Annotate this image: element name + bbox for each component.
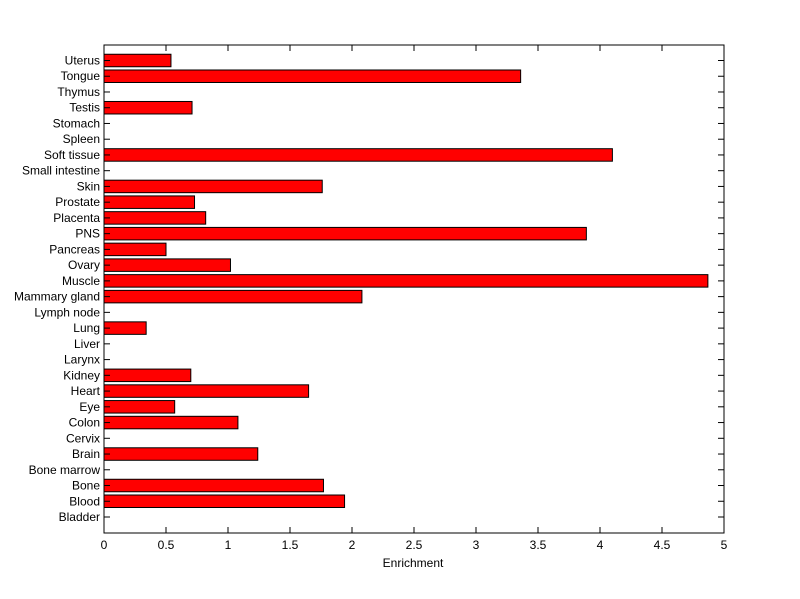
bar-heart <box>103 384 310 398</box>
bar-pancreas <box>103 242 167 257</box>
y-tick-label: Pancreas <box>49 242 100 256</box>
y-tick-label: Blood <box>69 494 100 508</box>
x-tick-label: 4 <box>597 538 604 552</box>
bar-eye <box>103 400 176 414</box>
bar-ovary <box>103 258 231 272</box>
bar-kidney <box>103 368 192 383</box>
bar-placenta <box>103 211 207 225</box>
x-tick-labels: 0 0.5 1 1.5 2 2.5 3 3.5 4 4.5 5 <box>101 538 728 552</box>
bar-skin <box>103 179 323 194</box>
y-tick-label: Bone marrow <box>29 463 101 477</box>
x-tick-label: 1.5 <box>282 538 299 552</box>
y-tick-label: Heart <box>71 384 101 398</box>
y-tick-label: Lung <box>73 321 100 335</box>
y-tick-label: Bladder <box>59 510 100 524</box>
y-tick-label: Muscle <box>62 274 100 288</box>
x-axis-label: Enrichment <box>383 556 444 570</box>
y-tick-label: Placenta <box>53 211 100 225</box>
bar-testis <box>103 100 193 115</box>
x-tick-label: 0 <box>101 538 108 552</box>
x-tick-label: 4.5 <box>654 538 671 552</box>
y-tick-label: Brain <box>72 447 100 461</box>
y-tick-label: Lymph node <box>34 305 100 319</box>
y-tick-label: Liver <box>74 337 100 351</box>
y-tick-label: Tongue <box>61 69 101 83</box>
plot-frame <box>103 44 725 534</box>
x-tick-label: 0.5 <box>158 538 175 552</box>
bar-lung <box>103 321 147 335</box>
bar-colon <box>103 415 239 430</box>
bar-uterus <box>103 53 172 68</box>
y-tick-label: Larynx <box>64 353 100 367</box>
y-tick-label: Spleen <box>63 132 100 146</box>
y-tick-label: Cervix <box>66 431 100 445</box>
x-tick-label: 1 <box>225 538 232 552</box>
y-tick-label: Mammary gland <box>14 290 100 304</box>
bar-mammary-gland <box>103 289 363 304</box>
bar-blood <box>103 494 346 509</box>
bar-bone <box>103 478 324 493</box>
y-tick-label: Skin <box>77 179 100 193</box>
bar-tongue <box>103 69 522 83</box>
y-tick-label: Stomach <box>53 116 100 130</box>
y-tick-label: Soft tissue <box>44 148 100 162</box>
y-tick-label: Kidney <box>63 368 100 382</box>
x-tick-label: 3 <box>473 538 480 552</box>
y-tick-label: Eye <box>79 400 100 414</box>
bar-soft-tissue <box>103 148 613 162</box>
x-tick-label: 2.5 <box>406 538 423 552</box>
y-tick-label: Testis <box>69 101 100 115</box>
y-tick-label: Colon <box>69 416 100 430</box>
bar-brain <box>103 447 259 461</box>
y-tick-label: Uterus <box>65 54 100 68</box>
y-tick-label: Small intestine <box>22 164 100 178</box>
bar-muscle <box>103 274 709 288</box>
bar-prostate <box>103 195 196 209</box>
y-tick-label: PNS <box>75 227 100 241</box>
x-tick-label: 2 <box>349 538 356 552</box>
y-tick-label: Prostate <box>55 195 100 209</box>
x-tick-label: 3.5 <box>530 538 547 552</box>
x-tick-label: 5 <box>721 538 728 552</box>
y-tick-label: Thymus <box>57 85 100 99</box>
y-tick-label: Bone <box>72 479 100 493</box>
y-tick-label: Ovary <box>68 258 100 272</box>
bar-pns <box>103 226 587 241</box>
